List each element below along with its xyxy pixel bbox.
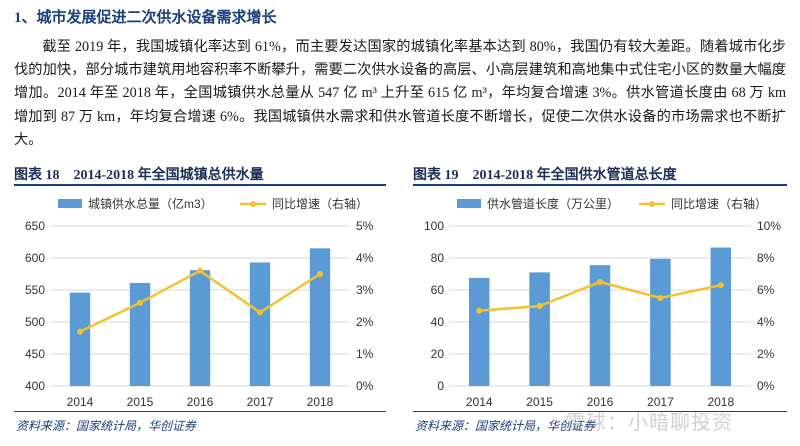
watermark: 雪球：小暗聊投资 <box>565 410 733 434</box>
figure-19-source: 资料来源：国家统计局，华创证券 <box>415 419 596 433</box>
figure-18-caption: 2014-2018 年全国城镇总供水量 <box>73 168 264 183</box>
y-right-tick-label: 3% <box>356 283 374 297</box>
y-right-tick-label: 8% <box>757 251 775 265</box>
figure-19-number: 图表 19 <box>413 168 459 183</box>
legend-bar-swatch <box>457 199 481 208</box>
body-paragraph: 截至 2019 年，我国城镇化率达到 61%，而主要发达国家的城镇化率基本达到 … <box>14 39 786 148</box>
y-right-tick-label: 1% <box>356 347 374 361</box>
y-left-tick-label: 550 <box>25 283 45 297</box>
bar <box>189 270 211 386</box>
y-left-tick-label: 80 <box>431 251 445 265</box>
x-tick-label: 2016 <box>187 395 214 409</box>
growth-point <box>597 279 603 285</box>
x-tick-label: 2014 <box>466 395 493 409</box>
legend-line-label: 同比增速（右轴） <box>272 196 368 211</box>
figure-19-title: 图表 19 2014-2018 年全国供水管道总长度 <box>413 164 677 184</box>
y-left-tick-label: 400 <box>25 379 45 393</box>
y-left-tick-label: 60 <box>431 283 445 297</box>
legend-line-marker <box>250 201 256 207</box>
y-right-tick-label: 0% <box>757 379 775 393</box>
bar <box>468 278 490 386</box>
figure-19-bottom-rule <box>413 411 787 412</box>
chart-pipe-length: 0 20 40 60 80 100 0% 2% 4% 6% 8% 10% 2014 2015 2016 201… <box>424 196 781 409</box>
growth-point <box>197 267 203 274</box>
bar <box>309 248 331 386</box>
figure-19-caption: 2014-2018 年全国供水管道总长度 <box>472 168 677 183</box>
growth-point <box>717 282 724 289</box>
y-right-tick-label: 4% <box>356 251 374 265</box>
bar <box>69 292 91 386</box>
x-tick-label: 2015 <box>127 395 154 409</box>
x-tick-label: 2017 <box>247 395 274 409</box>
y-left-tick-label: 650 <box>25 219 45 233</box>
x-tick-label: 2017 <box>647 395 674 409</box>
growth-point <box>476 307 483 314</box>
growth-point <box>137 299 143 306</box>
y-right-tick-label: 2% <box>757 347 775 361</box>
figure-18-source: 资料来源：国家统计局，华创证券 <box>16 419 197 433</box>
x-tick-label: 2018 <box>307 395 334 409</box>
figure-19-top-rule <box>413 184 787 186</box>
bar <box>529 272 550 386</box>
growth-point <box>257 309 263 316</box>
bar <box>589 265 611 386</box>
figure-18-top-rule <box>14 184 386 186</box>
y-left-tick-label: 600 <box>25 251 45 265</box>
x-tick-label: 2016 <box>587 395 614 409</box>
legend-line-marker <box>649 201 655 207</box>
growth-point <box>657 295 664 301</box>
legend-bar-label: 供水管道长度（万公里） <box>487 196 619 211</box>
y-right-tick-label: 10% <box>757 219 781 233</box>
y-right-tick-label: 0% <box>356 379 374 393</box>
growth-point <box>317 271 323 277</box>
y-right-tick-label: 6% <box>757 283 775 297</box>
bar <box>710 247 732 386</box>
y-left-tick-label: 100 <box>424 219 444 233</box>
x-tick-label: 2018 <box>707 395 734 409</box>
growth-point <box>77 328 83 335</box>
y-left-tick-label: 40 <box>431 315 445 329</box>
chart-water-supply: 400 450 500 550 600 650 0% 1% 2% 3% 4% 5% 2014 2015 20… <box>25 196 374 409</box>
y-left-tick-label: 20 <box>431 347 445 361</box>
figure-18-number: 图表 18 <box>14 168 60 183</box>
figure-18-title: 图表 18 2014-2018 年全国城镇总供水量 <box>14 164 264 184</box>
bar <box>650 258 671 386</box>
y-left-tick-label: 450 <box>25 347 45 361</box>
x-tick-label: 2014 <box>67 395 94 409</box>
growth-point <box>536 303 543 309</box>
figure-18-bottom-rule <box>14 411 386 412</box>
y-right-tick-label: 4% <box>757 315 775 329</box>
bar <box>249 262 271 386</box>
section-heading: 1、城市发展促进二次供水设备需求增长 <box>14 10 277 26</box>
y-left-tick-label: 0 <box>437 379 444 393</box>
x-tick-label: 2015 <box>526 395 553 409</box>
y-left-tick-label: 500 <box>25 315 45 329</box>
y-right-tick-label: 5% <box>356 219 374 233</box>
y-right-tick-label: 2% <box>356 315 374 329</box>
legend-line-label: 同比增速（右轴） <box>671 196 767 211</box>
legend-bar-label: 城镇供水总量（亿m3） <box>88 196 213 211</box>
legend-bar-swatch <box>58 199 82 208</box>
bar <box>129 282 151 386</box>
